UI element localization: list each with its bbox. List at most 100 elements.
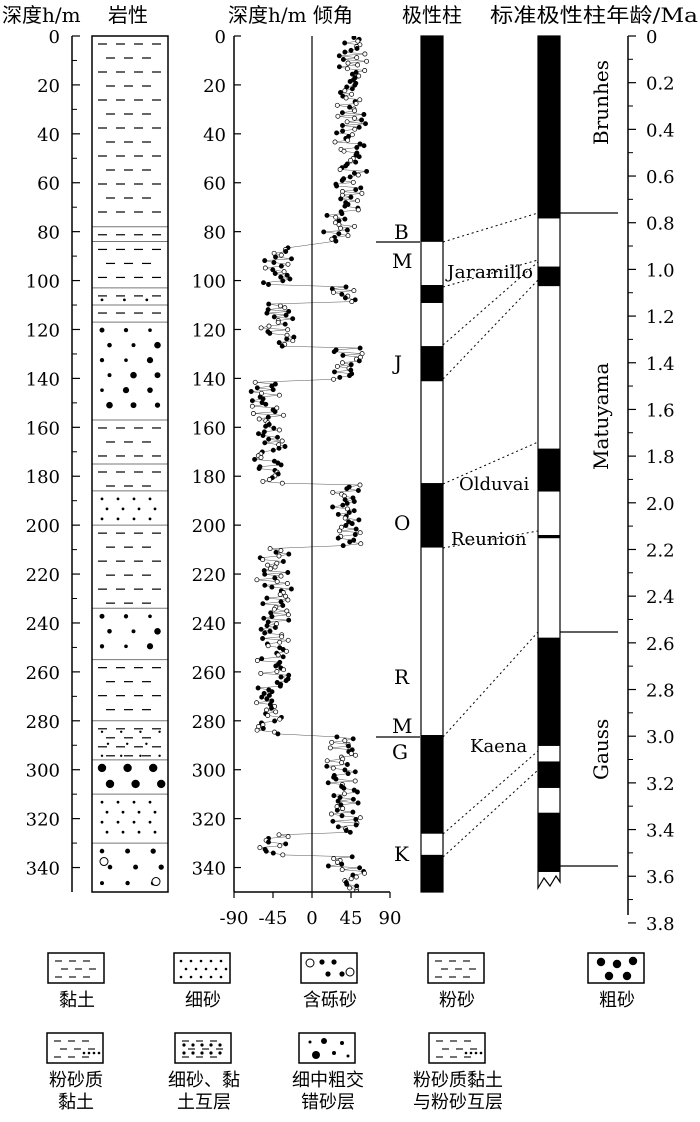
incl-point bbox=[333, 238, 339, 244]
incl-point bbox=[352, 769, 358, 775]
corr-line-gauss bbox=[442, 631, 539, 738]
incl-point bbox=[345, 771, 351, 777]
legend-dot bbox=[319, 959, 325, 965]
incl-point bbox=[363, 121, 368, 127]
incl-depth-tick-label: 160 bbox=[192, 418, 226, 439]
incl-point bbox=[347, 829, 353, 835]
incl-point bbox=[348, 876, 354, 882]
legend-swatch-frame bbox=[298, 1032, 356, 1064]
corr-line-bm bbox=[442, 212, 539, 243]
incl-point bbox=[335, 798, 341, 804]
incl-point bbox=[282, 321, 288, 327]
incl-point bbox=[285, 261, 291, 267]
lith-dot bbox=[154, 372, 161, 379]
incl-depth-tick-label: 220 bbox=[192, 565, 226, 586]
incl-point bbox=[362, 68, 368, 73]
legend-dot bbox=[346, 1054, 350, 1058]
corr-line-old-bot bbox=[442, 530, 539, 549]
incl-point bbox=[351, 36, 357, 40]
incl-point bbox=[338, 225, 343, 231]
incl-point bbox=[278, 263, 284, 269]
lith-dot bbox=[146, 643, 154, 650]
incl-point bbox=[351, 170, 357, 176]
incl-point bbox=[334, 102, 340, 108]
lith-dot bbox=[137, 810, 141, 814]
boundary-label-M2: M bbox=[392, 714, 412, 738]
incl-depth-tick-label: 60 bbox=[203, 174, 226, 195]
incl-point bbox=[355, 38, 361, 44]
lith-dot bbox=[100, 881, 104, 886]
incl-point bbox=[348, 47, 354, 53]
incl-point bbox=[286, 617, 292, 623]
incl-point bbox=[334, 130, 340, 136]
incl-point bbox=[343, 522, 349, 528]
incl-point bbox=[263, 848, 269, 854]
legend-label: 黏土 bbox=[59, 990, 95, 1011]
incl-point bbox=[328, 811, 334, 817]
legend-swatch-gravel-sand bbox=[300, 952, 358, 984]
legend-dot bbox=[200, 1043, 204, 1047]
incl-point bbox=[325, 863, 331, 869]
std-normal-band bbox=[537, 637, 561, 746]
age-tick-label: 3.8 bbox=[646, 914, 675, 935]
incl-point bbox=[344, 84, 350, 90]
incl-point bbox=[267, 330, 273, 336]
incl-point bbox=[342, 88, 348, 94]
legend-dot bbox=[199, 959, 203, 963]
std-header: 标准极性柱年龄/Ma bbox=[490, 3, 698, 27]
incl-tick-label: -90 bbox=[220, 908, 249, 929]
legend-dot bbox=[628, 956, 638, 966]
incl-point bbox=[248, 389, 254, 394]
lith-dot bbox=[131, 343, 136, 348]
incl-point bbox=[358, 541, 364, 547]
lith-dot bbox=[105, 830, 109, 834]
incl-point bbox=[348, 157, 354, 163]
incl-point bbox=[353, 526, 359, 532]
incl-point bbox=[273, 549, 279, 555]
age-tick-label: 3.2 bbox=[646, 774, 675, 795]
incl-point bbox=[331, 289, 336, 295]
legend-dot bbox=[331, 959, 337, 965]
lith-dot bbox=[154, 628, 161, 635]
incl-point bbox=[335, 824, 341, 830]
incl-point bbox=[339, 360, 345, 366]
boundary-label-B: B bbox=[394, 220, 409, 244]
incl-point bbox=[339, 867, 345, 873]
standard-polarity-column bbox=[537, 35, 561, 872]
depth-tick-label: 300 bbox=[26, 761, 60, 782]
incl-point bbox=[274, 579, 280, 585]
incl-point bbox=[353, 874, 359, 880]
lith-bed-silty-clay bbox=[92, 287, 168, 302]
legend-dot bbox=[209, 1051, 213, 1055]
incl-point bbox=[330, 818, 336, 824]
lith-dot bbox=[146, 357, 154, 364]
incl-point bbox=[269, 689, 275, 695]
incl-point bbox=[252, 379, 258, 385]
polarity-frame bbox=[420, 35, 444, 893]
age-tick-label: 2.8 bbox=[646, 681, 675, 702]
depth-tick-label: 60 bbox=[37, 174, 60, 195]
incl-point bbox=[280, 278, 286, 284]
incl-point bbox=[276, 832, 282, 838]
incl-point bbox=[280, 603, 286, 608]
incl-point bbox=[357, 141, 363, 147]
lith-dot bbox=[124, 644, 128, 649]
legend-dot bbox=[184, 967, 188, 971]
legend-item-sand-clay: 细砂、黏 土互层 bbox=[146, 1032, 262, 1114]
incl-point bbox=[337, 167, 343, 172]
incl-point bbox=[352, 126, 358, 132]
incl-point bbox=[272, 575, 278, 581]
legend-item-coarse-sand: 粗砂 bbox=[572, 952, 662, 1012]
incl-point bbox=[266, 692, 272, 698]
incl-point bbox=[272, 718, 278, 724]
incl-point bbox=[357, 815, 363, 821]
age-tick-label: 1.0 bbox=[646, 260, 675, 281]
incl-point bbox=[255, 685, 261, 691]
subchron-kaena: Kaena bbox=[470, 736, 527, 757]
incl-depth-tick-label: 40 bbox=[203, 125, 226, 146]
incl-point bbox=[345, 60, 351, 66]
lith-dot bbox=[158, 730, 161, 733]
incl-point bbox=[334, 363, 340, 369]
incl-point bbox=[258, 626, 264, 632]
incl-point bbox=[273, 254, 278, 260]
